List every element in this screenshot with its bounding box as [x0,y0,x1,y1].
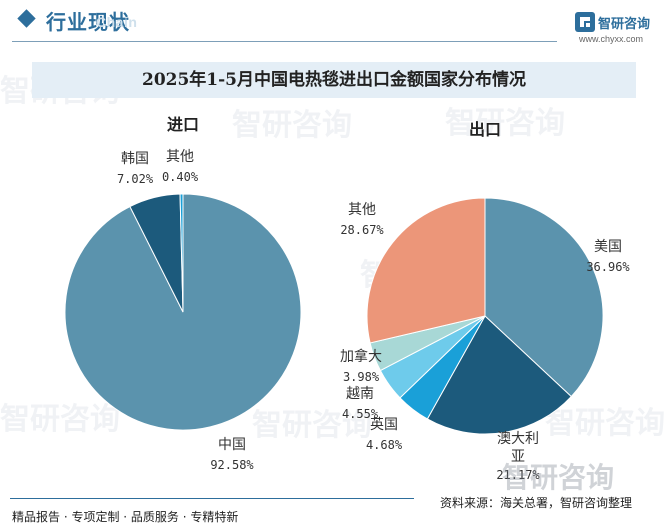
section-title: 行业现状 [46,10,130,34]
slice-value: 7.02% [117,172,154,186]
slice-label: 美国 [594,239,622,255]
pie-slice-export-0 [484,197,604,398]
slice-value: 4.68% [366,438,403,452]
slice-value: 0.40% [162,170,199,184]
logo-url: www.chyxx.com [579,34,644,44]
slice-label: 韩国 [121,151,149,167]
slice-value: 92.58% [210,458,254,472]
chart-title: 2025年1-5月中国电热毯进出口金额国家分布情况 [141,70,527,90]
data-source: 资料来源：海关总署，智研咨询整理 [440,496,633,510]
slice-label: 其他 [348,202,376,218]
slice-label: 其他 [166,149,194,165]
brand-logo: 智研咨询 www.chyxx.com [575,12,665,46]
logo-icon [575,12,595,32]
slice-label: 越南 [346,386,374,402]
logo-name: 智研咨询 [598,17,651,32]
slice-value: 36.96% [586,260,630,274]
pie-slice-export-1 [426,315,572,435]
pie-slice-import-2 [179,193,184,313]
section-title-en: Chain [96,14,138,30]
slice-value: 3.98% [343,370,380,384]
header: 行业现状 Chain 智研咨询 www.chyxx.com [0,0,667,44]
footer-divider [10,498,414,499]
pie-slice-export-5 [366,197,486,344]
export-chart-title: 出口 [469,120,501,139]
slice-label: 加拿大 [340,348,382,365]
import-chart-title: 进口 [167,115,199,134]
footer-slogan: 精品报告 · 专项定制 · 品质服务 · 专精特新 [12,510,239,524]
slice-label: 中国 [218,437,246,453]
slice-label: 澳大利 [497,431,539,447]
slice-value: 28.67% [340,223,384,237]
slice-value: 21.17% [496,468,540,482]
slice-label: 亚 [511,449,525,465]
export-pie [366,197,604,435]
import-pie [64,193,302,431]
header-divider [12,41,557,42]
slice-label: 英国 [370,416,398,433]
chart-title-band: 2025年1-5月中国电热毯进出口金额国家分布情况 [32,62,636,98]
slice-value: 4.55% [342,407,379,421]
